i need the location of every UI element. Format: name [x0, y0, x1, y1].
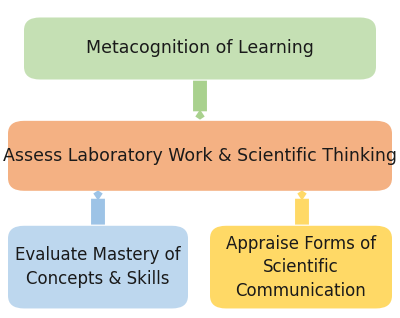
Text: Evaluate Mastery of
Concepts & Skills: Evaluate Mastery of Concepts & Skills [15, 246, 181, 288]
FancyBboxPatch shape [8, 121, 392, 191]
FancyBboxPatch shape [24, 17, 376, 80]
Text: Metacognition of Learning: Metacognition of Learning [86, 39, 314, 58]
FancyBboxPatch shape [8, 226, 188, 308]
FancyBboxPatch shape [210, 226, 392, 308]
Text: Assess Laboratory Work & Scientific Thinking: Assess Laboratory Work & Scientific Thin… [3, 147, 397, 165]
Text: Appraise Forms of
Scientific
Communication: Appraise Forms of Scientific Communicati… [226, 234, 376, 300]
